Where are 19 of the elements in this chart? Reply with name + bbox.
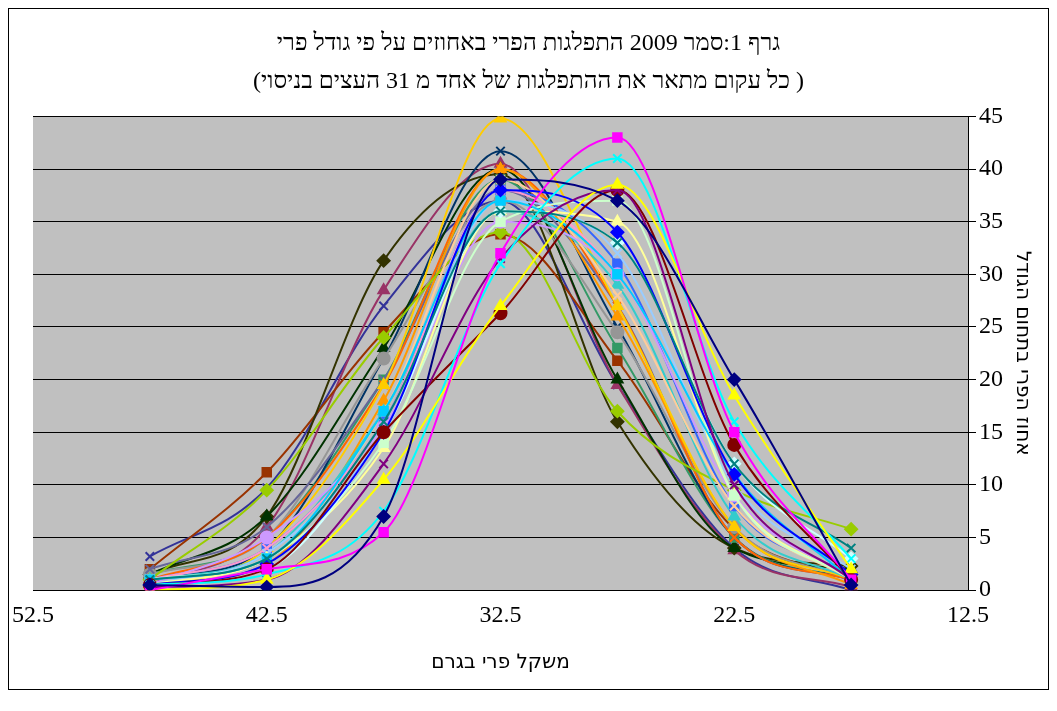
y-tick-label: 45 <box>979 101 1003 128</box>
y-tick-label: 30 <box>979 259 1003 286</box>
x-axis-title: משקל פרי בגרם <box>431 649 570 674</box>
y-tick-label: 25 <box>979 312 1003 339</box>
y-tick-label: 0 <box>979 575 991 602</box>
x-tick-label: 42.5 <box>245 600 288 627</box>
y-axis-title: אחוז הפרי בתחום הגודל <box>1011 250 1036 456</box>
y-tick-label: 5 <box>979 522 991 549</box>
x-tick-label: 52.5 <box>12 600 54 627</box>
y-tick-label: 10 <box>979 470 1003 497</box>
chart-title: גרף 1:סמר 2009 התפלגות הפרי באחוזים על פי גודל פרי <box>275 28 782 57</box>
y-tick-label: 40 <box>979 154 1003 181</box>
x-tick-label: 32.5 <box>479 600 522 627</box>
y-tick-label: 15 <box>979 417 1003 444</box>
y-tick-label: 20 <box>979 364 1003 391</box>
y-tick-label: 35 <box>979 206 1003 233</box>
x-tick-label: 12.5 <box>947 600 989 627</box>
x-tick-label: 22.5 <box>713 600 756 627</box>
chart-subtitle: ( כל עקום מתאר את ההתפלגות של אחד מ 31 העצים בניסוי) <box>252 66 805 95</box>
